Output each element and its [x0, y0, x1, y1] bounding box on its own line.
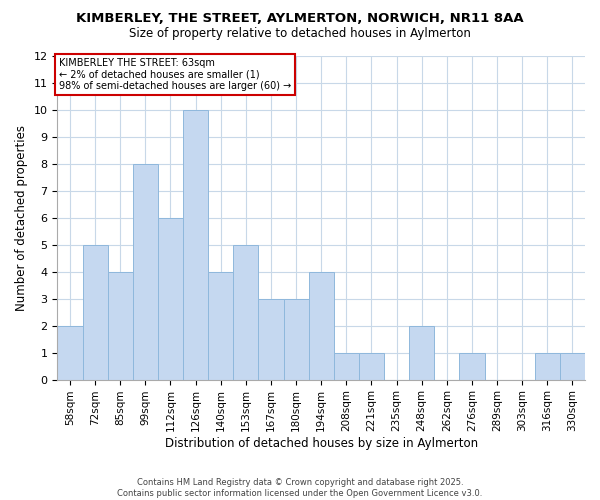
Bar: [308, 272, 334, 380]
Text: Contains HM Land Registry data © Crown copyright and database right 2025.
Contai: Contains HM Land Registry data © Crown c…: [118, 478, 482, 498]
Bar: [560, 352, 585, 380]
Bar: [208, 272, 233, 380]
Bar: [409, 326, 434, 380]
Text: KIMBERLEY, THE STREET, AYLMERTON, NORWICH, NR11 8AA: KIMBERLEY, THE STREET, AYLMERTON, NORWIC…: [76, 12, 524, 26]
Text: KIMBERLEY THE STREET: 63sqm
← 2% of detached houses are smaller (1)
98% of semi-: KIMBERLEY THE STREET: 63sqm ← 2% of deta…: [59, 58, 291, 91]
Bar: [58, 326, 83, 380]
Y-axis label: Number of detached properties: Number of detached properties: [15, 125, 28, 311]
Bar: [460, 352, 485, 380]
Bar: [259, 299, 284, 380]
Bar: [233, 245, 259, 380]
Bar: [183, 110, 208, 380]
Bar: [83, 245, 107, 380]
Bar: [133, 164, 158, 380]
Bar: [284, 299, 308, 380]
Bar: [334, 352, 359, 380]
Text: Size of property relative to detached houses in Aylmerton: Size of property relative to detached ho…: [129, 28, 471, 40]
Bar: [535, 352, 560, 380]
Bar: [107, 272, 133, 380]
Bar: [359, 352, 384, 380]
Bar: [158, 218, 183, 380]
X-axis label: Distribution of detached houses by size in Aylmerton: Distribution of detached houses by size …: [164, 437, 478, 450]
